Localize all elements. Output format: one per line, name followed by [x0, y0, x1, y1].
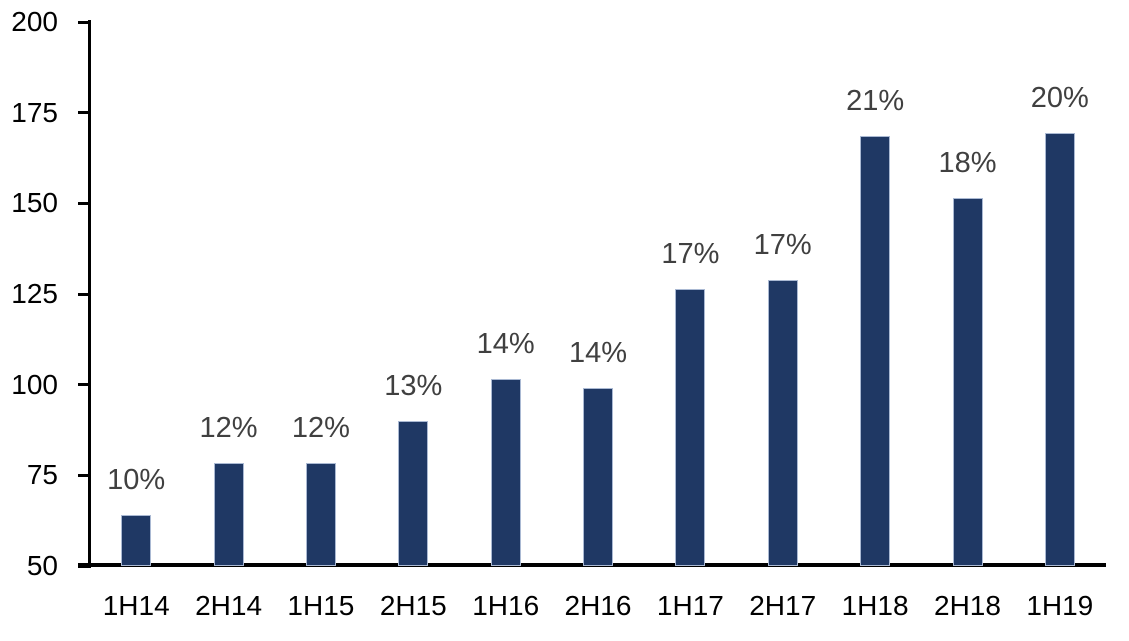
bar-1H17 [675, 288, 706, 566]
y-tick-mark [78, 292, 90, 296]
bar-2H18 [952, 197, 983, 566]
bar-value-label: 21% [846, 85, 905, 118]
y-tick-label: 175 [11, 96, 58, 128]
x-tick-label: 1H17 [656, 590, 724, 621]
y-tick-mark [78, 473, 90, 477]
x-tick-label: 2H16 [564, 590, 632, 621]
x-tick-label: 1H18 [841, 590, 909, 621]
x-tick-label: 2H17 [749, 590, 817, 621]
y-tick-label: 125 [11, 278, 58, 309]
bar-1H16 [490, 379, 521, 566]
x-tick-label: 1H14 [102, 590, 170, 621]
x-tick-label: 2H15 [379, 590, 447, 621]
x-tick-label: 2H18 [934, 590, 1001, 621]
x-tick-label: 2H14 [195, 590, 263, 621]
y-tick-label: 75 [26, 459, 58, 491]
bar-value-label: 12% [199, 411, 258, 444]
x-tick-label: 1H19 [1026, 590, 1094, 621]
y-tick-mark [78, 383, 90, 387]
y-tick-mark [78, 564, 90, 568]
y-tick-label: 150 [11, 187, 58, 219]
bar-2H15 [398, 420, 429, 566]
bar-1H14 [121, 515, 152, 566]
bar-value-label: 10% [107, 464, 166, 497]
y-tick-label: 200 [11, 6, 58, 37]
bar-2H16 [583, 388, 613, 566]
bar-value-label: 17% [661, 237, 720, 270]
bar-1H18 [860, 136, 891, 566]
bar-value-label: 14% [476, 328, 535, 361]
bar-value-label: 18% [938, 146, 997, 179]
bar-value-label: 17% [753, 228, 812, 261]
bar-value-label: 14% [568, 337, 628, 370]
x-tick-label: 1H15 [287, 590, 355, 621]
y-tick-mark [78, 201, 90, 205]
bar-2H14 [213, 462, 244, 566]
y-tick-label: 100 [11, 368, 58, 400]
bar-1H15 [305, 462, 336, 566]
y-tick-mark [78, 111, 90, 115]
x-tick-label: 1H16 [472, 590, 540, 621]
bar-value-label: 12% [291, 411, 350, 444]
bar-1H19 [1044, 132, 1075, 566]
y-tick-mark [78, 20, 90, 24]
bar-2H17 [767, 279, 798, 566]
bar-value-label: 13% [384, 369, 443, 402]
y-tick-label: 50 [26, 550, 58, 581]
bar-value-label: 20% [1030, 81, 1089, 114]
